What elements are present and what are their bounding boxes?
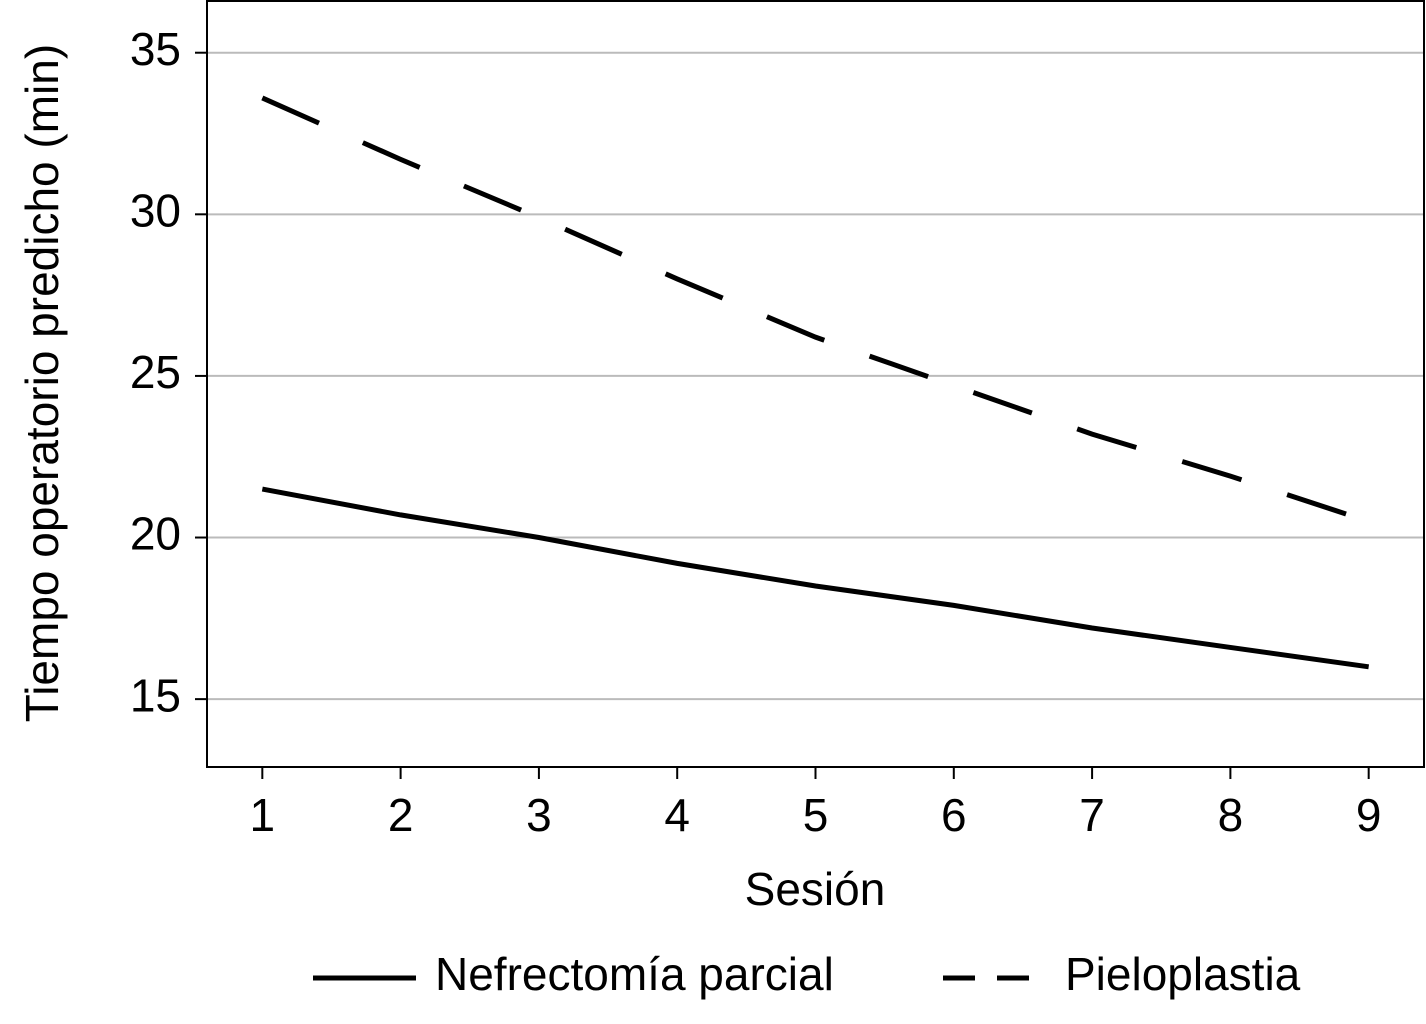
plot-frame xyxy=(206,0,1425,768)
x-tick-label: 2 xyxy=(388,789,414,841)
series-line xyxy=(261,486,1370,670)
y-axis-label: Tiempo operatorio predicho (min) xyxy=(16,44,68,722)
x-tick-label: 7 xyxy=(1079,789,1105,841)
y-tick-label: 25 xyxy=(130,346,181,398)
y-tick-label: 15 xyxy=(130,669,181,721)
x-tick-label: 1 xyxy=(250,789,276,841)
y-tick-label: 30 xyxy=(130,184,181,236)
x-tick-label: 9 xyxy=(1356,789,1382,841)
x-tick-label: 5 xyxy=(803,789,829,841)
y-tick-label: 20 xyxy=(130,508,181,560)
x-axis-label: Sesión xyxy=(745,863,886,915)
x-tick-label: 3 xyxy=(526,789,552,841)
x-tick-label: 4 xyxy=(664,789,690,841)
x-tick-label: 6 xyxy=(941,789,967,841)
legend-label: Nefrectomía parcial xyxy=(435,948,834,1000)
legend-label: Pieloplastia xyxy=(1065,948,1301,1000)
series-line xyxy=(261,95,1370,524)
y-tick-label: 35 xyxy=(130,23,181,75)
x-tick-label: 8 xyxy=(1218,789,1244,841)
